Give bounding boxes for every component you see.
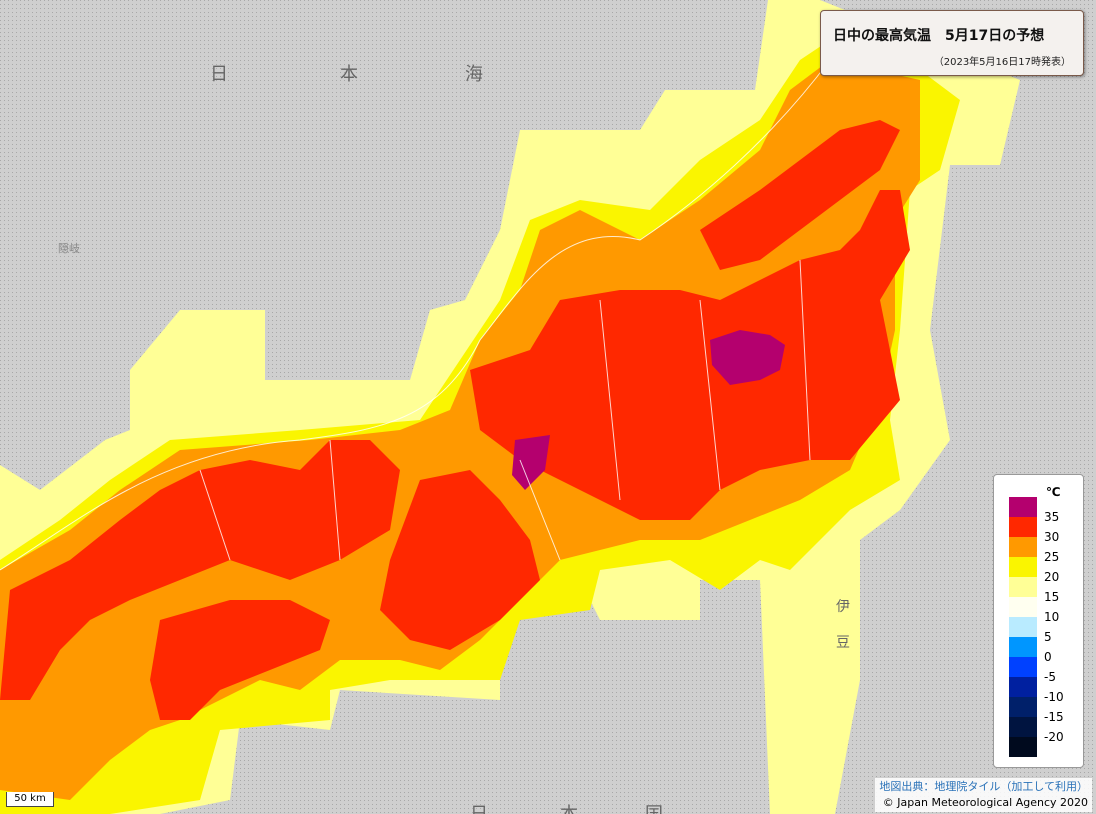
legend-unit: ℃	[1046, 485, 1061, 499]
legend-swatch	[1009, 617, 1037, 637]
legend-swatch	[1009, 657, 1037, 677]
island-label: 隠岐	[58, 242, 80, 255]
legend-swatch	[1009, 677, 1037, 697]
sea-label: 日	[470, 800, 488, 814]
boundaries	[0, 59, 831, 571]
legend-label: -15	[1044, 710, 1064, 724]
legend-label: 35	[1044, 510, 1060, 524]
legend-swatch	[1009, 537, 1037, 557]
sea-label: 本	[340, 64, 358, 85]
legend-swatch	[1009, 737, 1037, 757]
title: 日中の最高気温 5月17日の予想	[833, 28, 1045, 44]
legend-swatch	[1009, 637, 1037, 657]
subtitle: （2023年5月16日17時発表）	[933, 57, 1071, 68]
legend-swatch	[1009, 597, 1037, 617]
legend-label: 20	[1044, 570, 1060, 584]
legend-label: 30	[1044, 530, 1060, 544]
legend-label: 5	[1044, 630, 1052, 644]
peninsula-label: 伊	[836, 599, 850, 615]
legend-swatch	[1009, 717, 1037, 737]
peninsula-label: 豆	[836, 635, 850, 651]
legend-label: 25	[1044, 550, 1060, 564]
copyright: © Japan Meteorological Agency 2020	[882, 796, 1088, 809]
scale-bar: 50 km	[6, 792, 54, 807]
legend: ℃ 35 30 25 20 15 10 5 0 -5 -10 -15 -20	[993, 474, 1084, 768]
legend-swatch	[1009, 697, 1037, 717]
legend-label: 0	[1044, 650, 1052, 664]
legend-label: -20	[1044, 730, 1064, 744]
legend-label: 15	[1044, 590, 1060, 604]
map-source: 地図出典：地理院タイル（加工して利用）	[879, 780, 1088, 793]
legend-swatch	[1009, 557, 1037, 577]
legend-label: -10	[1044, 690, 1064, 704]
zone-30	[0, 120, 910, 720]
sea-label: 国	[645, 800, 663, 814]
sea-label: 本	[560, 800, 578, 814]
zone-35	[512, 330, 785, 490]
legend-swatch	[1009, 497, 1037, 517]
credit: 地図出典：地理院タイル（加工して利用） © Japan Meteorologic…	[875, 778, 1092, 812]
sea-label: 海	[465, 64, 483, 85]
sea-label: 日	[210, 64, 228, 85]
legend-swatch	[1009, 577, 1037, 597]
legend-label: -5	[1044, 670, 1056, 684]
legend-label: 10	[1044, 610, 1060, 624]
legend-swatch	[1009, 517, 1037, 537]
title-box: 日中の最高気温 5月17日の予想 （2023年5月16日17時発表）	[820, 10, 1084, 76]
